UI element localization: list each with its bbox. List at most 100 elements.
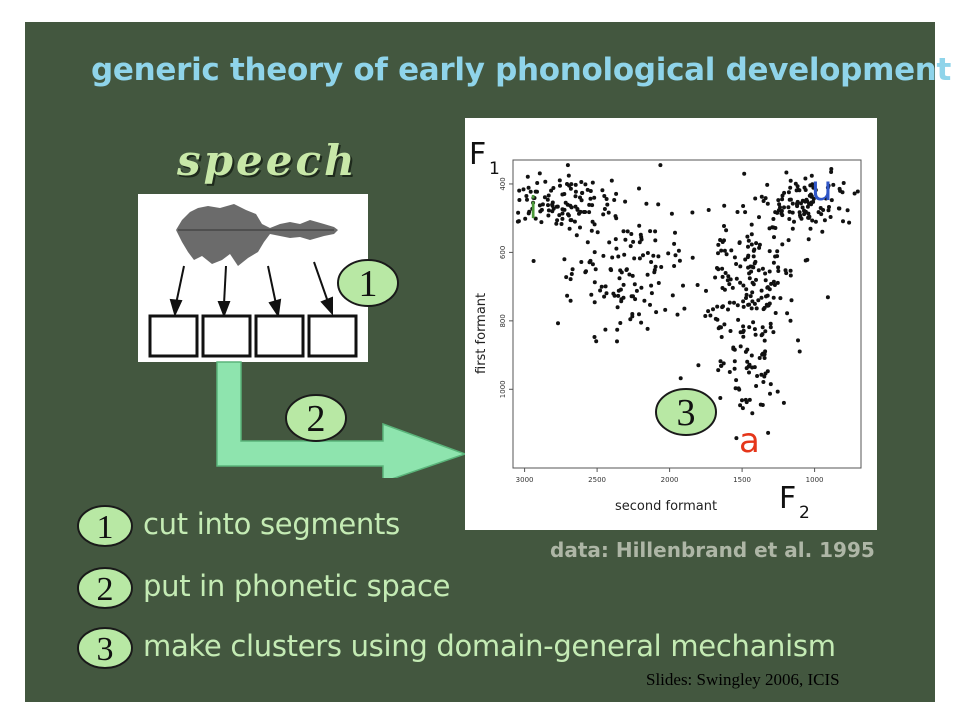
data-point [805,204,810,209]
y-axis-label: first formant [474,293,489,374]
data-point [690,210,695,215]
data-point [822,218,827,223]
data-point [744,287,749,292]
data-point [729,248,734,253]
data-point [601,212,606,217]
data-point [546,193,551,198]
footer-credit: Slides: Swingley 2006, ICIS [646,670,840,689]
data-credit: data: Hillenbrand et al. 1995 [550,538,875,562]
data-point [805,257,810,262]
data-point [652,268,657,272]
data-point [751,282,756,287]
badge-1: 1 [335,257,401,313]
data-point [728,329,733,333]
data-point [604,197,609,201]
data-point [601,253,606,258]
data-point [808,226,813,231]
arrow-shape [216,361,468,478]
data-point [719,335,724,339]
data-point [747,271,752,276]
vowel-i-label: i [529,191,537,226]
data-point [767,301,772,306]
data-point [745,255,750,260]
data-point [637,223,642,228]
data-point [649,291,654,296]
data-point [540,202,545,207]
data-point [594,339,599,344]
data-point [780,193,785,198]
data-point [802,212,807,217]
data-point [855,189,860,194]
data-point [703,314,708,318]
data-point [741,324,746,329]
data-point [614,246,619,251]
data-point [716,251,720,256]
data-point [628,244,633,249]
data-point [677,258,682,263]
data-point [605,202,610,207]
data-point [797,210,802,215]
data-point [794,188,799,193]
data-point [807,214,812,219]
data-point [612,198,617,202]
data-point [719,363,724,368]
data-point [673,230,677,235]
data-point [600,188,605,193]
data-point [614,191,619,196]
data-point [740,398,744,403]
data-point [747,370,751,375]
data-point [565,293,570,298]
data-point [771,279,776,284]
data-point [738,264,743,269]
data-point [724,252,729,257]
data-point [749,232,754,237]
data-point [535,181,540,185]
data-point [754,306,759,311]
data-point [776,269,781,273]
data-point [745,347,750,352]
badge-3-number: 3 [677,392,696,434]
data-point [788,185,793,190]
data-point [750,264,755,269]
data-point [780,242,785,247]
data-point [715,317,720,322]
data-point [628,317,633,322]
data-point [790,210,795,215]
data-point [572,219,577,224]
formant-scatter-panel: 400 600 800 1000 3000 2500 2000 1500 1000 F 1 F… [465,118,877,530]
data-point [759,288,764,293]
data-point [721,361,726,366]
data-point [734,262,739,266]
data-point [775,249,780,254]
data-point [588,196,593,201]
data-point [750,411,755,416]
data-point [525,197,529,202]
data-point [803,199,808,204]
data-point [841,181,846,185]
data-point [573,204,578,209]
data-point [798,214,803,219]
data-point [742,171,747,176]
data-point [780,213,785,218]
data-point [765,369,770,374]
data-point [727,282,732,287]
data-point [741,283,746,288]
data-point [757,245,762,250]
data-point [787,217,792,221]
data-point [768,382,773,387]
data-point [524,194,529,198]
data-point [565,182,569,186]
data-point [631,294,635,299]
data-point [533,216,538,221]
data-point [602,207,607,211]
data-point [722,322,727,327]
data-point [637,186,641,191]
data-point [767,287,772,292]
data-point [609,178,614,183]
data-point [569,205,574,210]
data-point [637,312,641,317]
data-point [825,295,830,300]
data-point [715,266,719,270]
data-point [741,330,745,334]
data-point [690,255,695,260]
